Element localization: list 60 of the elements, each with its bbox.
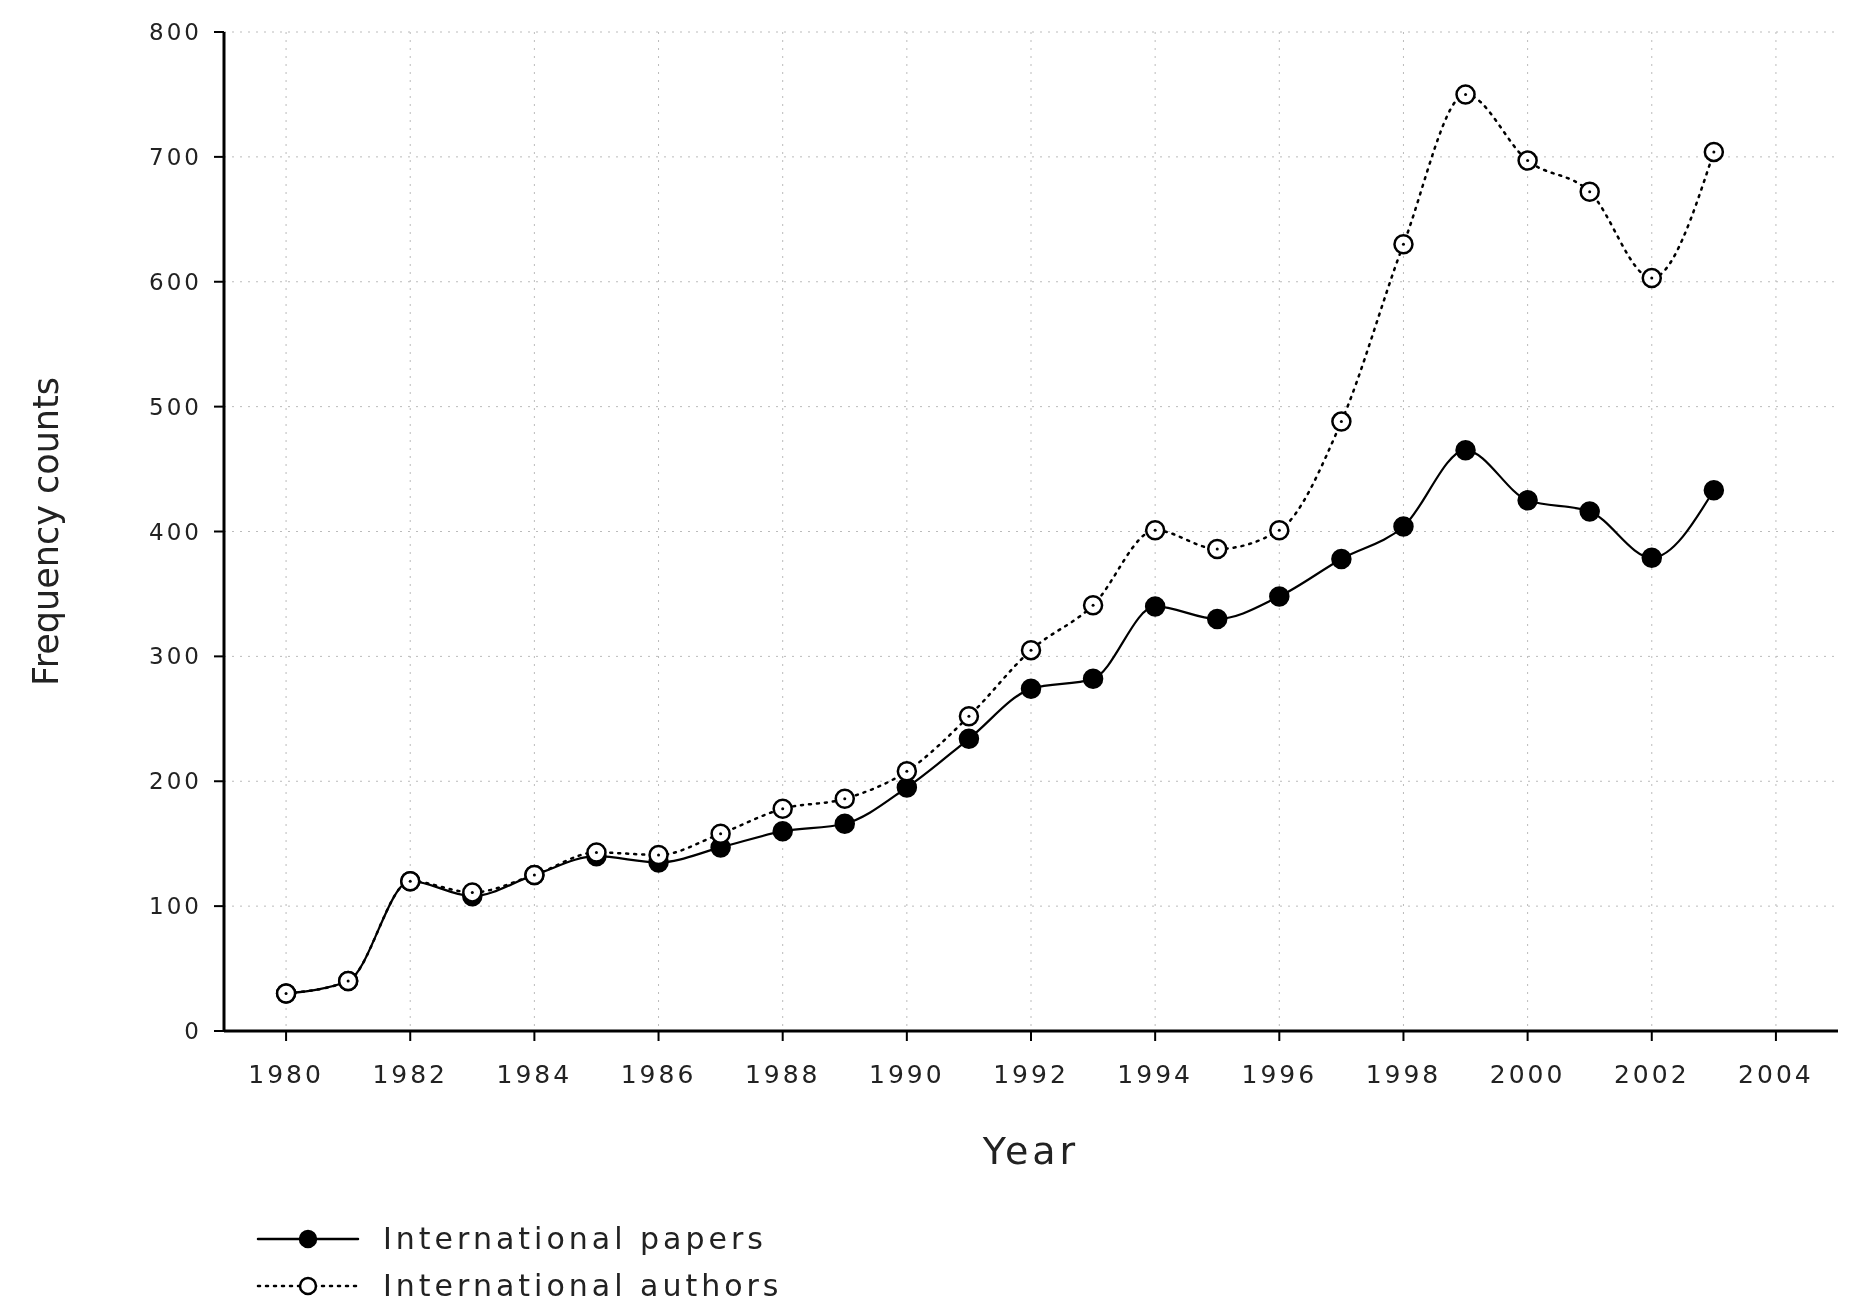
point: [1144, 596, 1166, 617]
x-tick-label: 1996: [1241, 1060, 1318, 1089]
point: [1082, 594, 1104, 616]
x-tick-label: 2004: [1738, 1060, 1814, 1089]
point: [958, 706, 980, 727]
point: [834, 788, 856, 809]
legend-label: International papers: [383, 1221, 767, 1256]
point: [1144, 520, 1166, 541]
y-tick-label: 500: [149, 393, 202, 420]
point: [1082, 668, 1104, 690]
y-tick-label: 100: [149, 893, 202, 920]
point: [1331, 548, 1352, 570]
x-tick-label: 1998: [1365, 1060, 1442, 1089]
point: [896, 777, 918, 798]
point: [1579, 501, 1600, 522]
point: [834, 813, 856, 834]
x-tick-label: 1994: [1117, 1060, 1193, 1089]
point: [896, 761, 918, 782]
point: [1517, 490, 1538, 511]
point: [1579, 181, 1600, 203]
x-tick-label: 2002: [1613, 1060, 1690, 1089]
point: [1331, 411, 1352, 432]
x-axis-title: Year: [981, 1129, 1080, 1173]
point: [1455, 440, 1476, 461]
point: [958, 728, 980, 750]
x-tick-label: 2000: [1489, 1060, 1566, 1089]
point: [1269, 586, 1290, 607]
x-tick-label: 1988: [744, 1060, 821, 1089]
x-tick-label: 1980: [248, 1060, 324, 1089]
point: [1455, 84, 1476, 105]
x-tick-label: 1992: [993, 1060, 1069, 1089]
point: [648, 844, 669, 866]
y-tick-label: 700: [149, 143, 202, 170]
point: [1703, 141, 1725, 163]
point: [772, 798, 793, 819]
point: [1206, 538, 1228, 560]
y-tick-label: 600: [149, 268, 202, 295]
point: [1517, 150, 1538, 171]
point: [1641, 547, 1663, 568]
y-tick-label: 800: [149, 19, 202, 45]
point: [1393, 234, 1414, 255]
y-tick-label: 300: [149, 643, 202, 670]
point: [1020, 678, 1042, 700]
x-tick-label: 1984: [496, 1060, 573, 1089]
x-tick-label: 1990: [869, 1060, 945, 1089]
point: [1020, 639, 1042, 661]
point: [772, 820, 793, 842]
point: [1269, 520, 1290, 541]
x-tick-label: 1982: [372, 1060, 449, 1089]
y-axis-title: Frequency counts: [26, 377, 66, 686]
point: [710, 823, 731, 844]
y-tick-label: 400: [149, 518, 202, 545]
legend-label: International authors: [383, 1268, 783, 1303]
point: [1393, 516, 1414, 537]
point: [1703, 480, 1725, 501]
y-tick-label: 0: [184, 1018, 202, 1044]
point: [1641, 267, 1663, 289]
x-tick-label: 1986: [620, 1060, 697, 1089]
point: [1206, 608, 1228, 630]
y-tick-label: 200: [149, 768, 202, 795]
